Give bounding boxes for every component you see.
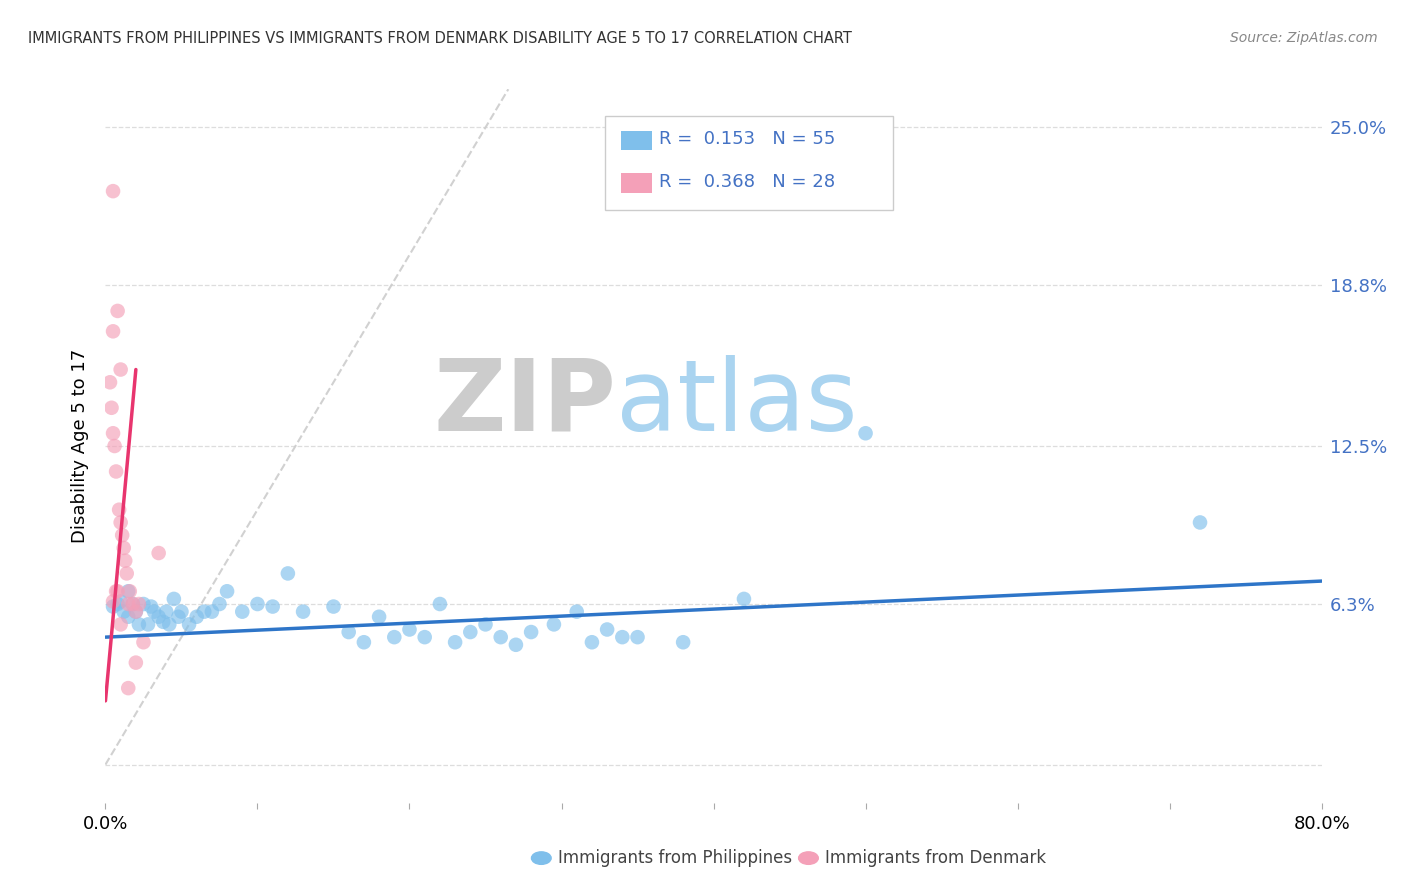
Point: [98, 376, 121, 390]
Text: ZIP: ZIP: [433, 355, 616, 451]
Point: [167, 609, 190, 624]
Point: [458, 625, 481, 640]
Point: [163, 591, 186, 606]
Point: [855, 426, 877, 441]
Text: Source: ZipAtlas.com: Source: ZipAtlas.com: [1230, 31, 1378, 45]
Point: [217, 584, 239, 599]
Point: [128, 617, 150, 632]
Text: IMMIGRANTS FROM PHILIPPINES VS IMMIGRANTS FROM DENMARK DISABILITY AGE 5 TO 17 CO: IMMIGRANTS FROM PHILIPPINES VS IMMIGRANT…: [28, 31, 852, 46]
Point: [368, 609, 391, 624]
Point: [429, 597, 451, 611]
Point: [108, 502, 131, 516]
Point: [337, 625, 360, 640]
Point: [170, 605, 193, 619]
Point: [103, 439, 125, 453]
Point: [121, 597, 143, 611]
Point: [128, 597, 150, 611]
Point: [101, 324, 124, 338]
Point: [101, 599, 124, 614]
Point: [105, 465, 128, 479]
Point: [132, 635, 155, 649]
Point: [505, 638, 527, 652]
Point: [565, 605, 588, 619]
Text: R =  0.368   N = 28: R = 0.368 N = 28: [659, 173, 835, 191]
Point: [112, 541, 135, 555]
Text: R =  0.153   N = 55: R = 0.153 N = 55: [659, 130, 835, 148]
Point: [148, 546, 170, 560]
Point: [110, 617, 132, 632]
Point: [107, 597, 129, 611]
Point: [231, 605, 253, 619]
Point: [193, 605, 215, 619]
Point: [612, 630, 634, 644]
Point: [543, 617, 565, 632]
Point: [110, 594, 132, 608]
Point: [117, 584, 139, 599]
Point: [101, 594, 124, 608]
Point: [105, 584, 128, 599]
Point: [107, 304, 129, 318]
Point: [115, 566, 138, 581]
Point: [489, 630, 512, 644]
Point: [101, 426, 124, 441]
Point: [322, 599, 344, 614]
Point: [1188, 516, 1211, 530]
Point: [100, 401, 122, 415]
Point: [121, 597, 143, 611]
Y-axis label: Disability Age 5 to 17: Disability Age 5 to 17: [72, 349, 90, 543]
Point: [117, 597, 139, 611]
Point: [353, 635, 375, 649]
Point: [125, 605, 148, 619]
Point: [672, 635, 695, 649]
Point: [139, 599, 162, 614]
Point: [118, 584, 141, 599]
Point: [246, 597, 269, 611]
Point: [117, 681, 139, 695]
Point: [474, 617, 496, 632]
Point: [382, 630, 405, 644]
Point: [155, 605, 177, 619]
Point: [114, 554, 136, 568]
Point: [398, 623, 420, 637]
Point: [132, 597, 155, 611]
Point: [111, 528, 134, 542]
Point: [292, 605, 315, 619]
Point: [733, 591, 755, 606]
Point: [136, 617, 159, 632]
Point: [262, 599, 284, 614]
Point: [125, 605, 148, 619]
Point: [148, 609, 170, 624]
Point: [277, 566, 299, 581]
Point: [110, 362, 132, 376]
Point: [117, 609, 139, 624]
Point: [596, 623, 619, 637]
Point: [626, 630, 648, 644]
Point: [157, 617, 180, 632]
Point: [112, 605, 135, 619]
Point: [107, 584, 129, 599]
Point: [101, 184, 124, 198]
Point: [201, 605, 224, 619]
Point: [520, 625, 543, 640]
Point: [177, 617, 200, 632]
Point: [152, 615, 174, 629]
Point: [125, 656, 148, 670]
Point: [581, 635, 603, 649]
Text: Immigrants from Philippines: Immigrants from Philippines: [558, 849, 793, 867]
Point: [110, 516, 132, 530]
Point: [143, 605, 166, 619]
Text: atlas: atlas: [616, 355, 858, 451]
Point: [208, 597, 231, 611]
Point: [444, 635, 467, 649]
Point: [186, 609, 208, 624]
Text: Immigrants from Denmark: Immigrants from Denmark: [825, 849, 1046, 867]
Point: [413, 630, 436, 644]
